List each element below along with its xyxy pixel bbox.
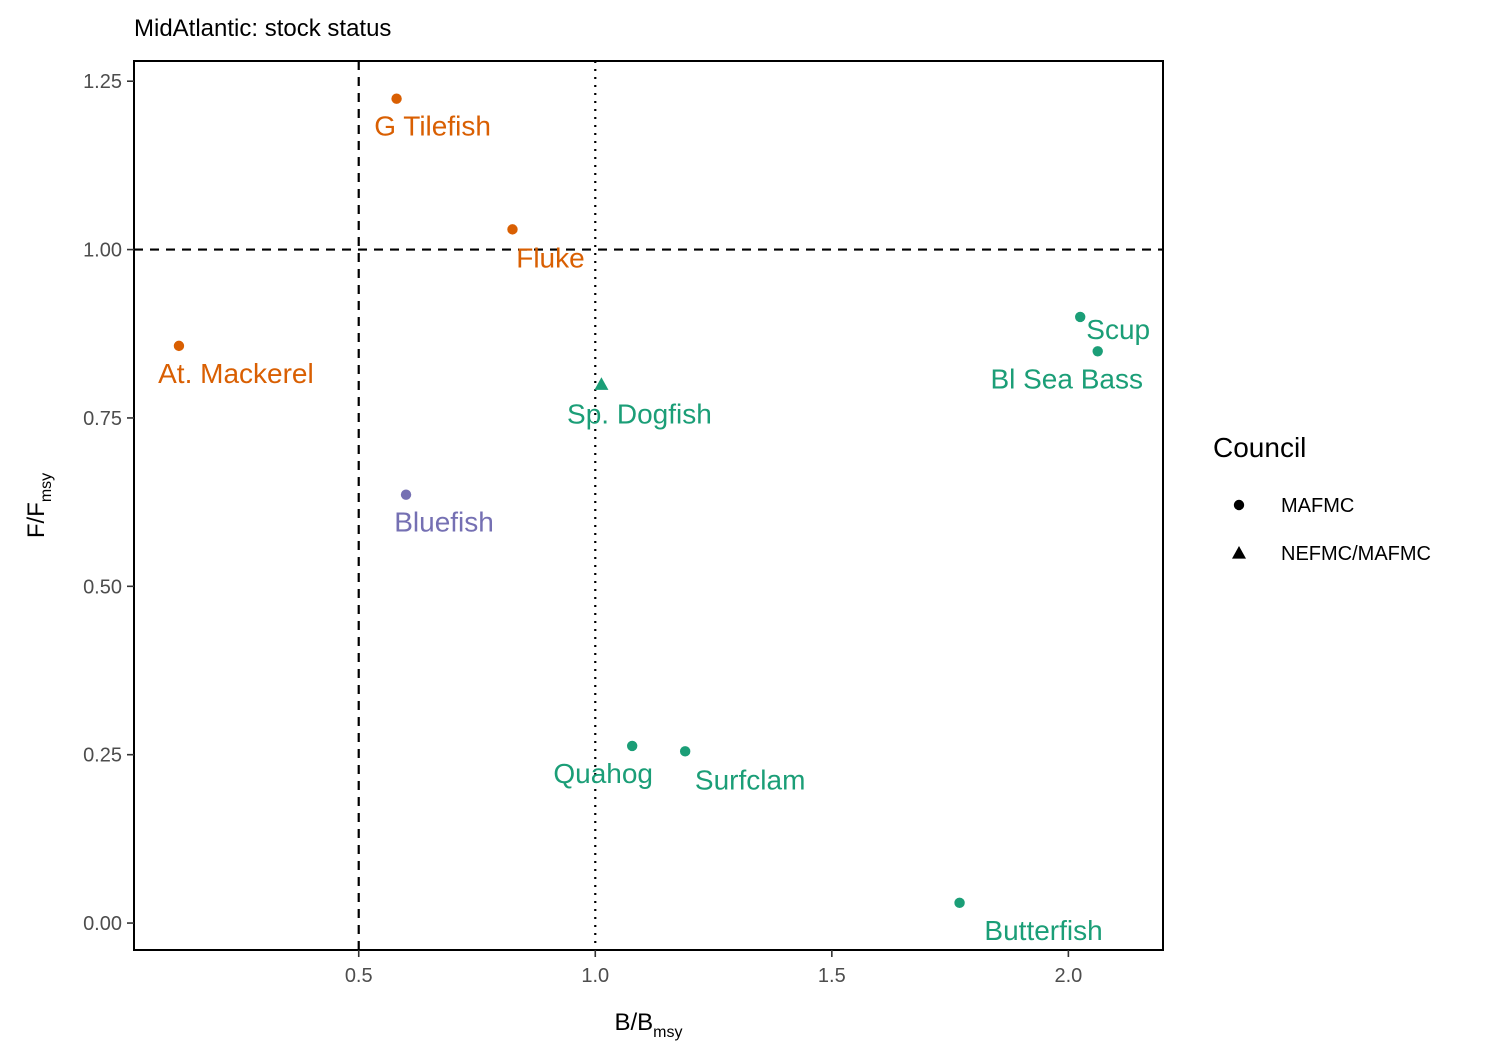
point-label-scup: Scup xyxy=(1086,314,1150,345)
x-tick-label: 0.5 xyxy=(345,965,373,987)
chart-title: MidAtlantic: stock status xyxy=(134,15,391,42)
y-axis-title: F/Fmsy xyxy=(23,473,55,538)
point-bluefish xyxy=(400,489,412,500)
point-quahog xyxy=(626,740,638,752)
y-axis: 0.00 0.25 0.50 0.75 1.00 1.25 xyxy=(83,71,134,935)
point-label-surfclam: Surfclam xyxy=(695,764,805,795)
point-label-bl-sea-bass: Bl Sea Bass xyxy=(990,363,1143,394)
point-label-sp-dogfish: Sp. Dogfish xyxy=(567,398,712,429)
point-surfclam xyxy=(679,746,691,757)
reference-lines xyxy=(134,61,1163,950)
legend: Council MAFMC NEFMC/MAFMC xyxy=(1213,432,1431,565)
point-label-bluefish: Bluefish xyxy=(394,507,494,538)
y-tick-label: 0.50 xyxy=(83,576,122,598)
point-g-tilefish xyxy=(391,93,402,104)
point-fluke xyxy=(507,224,518,235)
data-points xyxy=(173,93,1103,909)
x-axis-title: B/Bmsy xyxy=(614,1009,682,1041)
x-axis-title-main: B/B xyxy=(614,1009,653,1036)
point-bl-sea-bass xyxy=(1092,346,1103,357)
y-tick-label: 0.00 xyxy=(83,913,122,935)
x-axis-title-sub: msy xyxy=(653,1024,682,1041)
y-tick-label: 1.00 xyxy=(83,240,122,262)
plot-area: G Tilefish Fluke At. Mackerel Bluefish Sp. D… xyxy=(133,60,1164,951)
point-label-butterfish: Butterfish xyxy=(984,915,1102,946)
x-tick-label: 1.0 xyxy=(581,965,609,987)
x-axis: 0.5 1.0 1.5 2.0 xyxy=(345,950,1082,987)
legend-key-circle xyxy=(1233,499,1245,511)
point-label-fluke: Fluke xyxy=(516,242,584,273)
y-tick-label: 0.25 xyxy=(83,745,122,767)
point-butterfish xyxy=(954,897,965,909)
y-axis-title-sub: msy xyxy=(38,473,55,502)
y-axis-title-main: F/F xyxy=(23,502,50,538)
y-tick-label: 1.25 xyxy=(83,71,122,93)
point-sp-dogfish xyxy=(594,377,609,390)
legend-entries: MAFMC NEFMC/MAFMC xyxy=(1232,495,1431,565)
point-label-g-tilefish: G Tilefish xyxy=(374,111,491,142)
x-tick-label: 2.0 xyxy=(1054,965,1082,987)
legend-label: MAFMC xyxy=(1281,495,1354,517)
point-label-quahog: Quahog xyxy=(553,758,653,789)
y-tick-label: 0.75 xyxy=(83,408,122,430)
x-tick-label: 1.5 xyxy=(818,965,846,987)
legend-label: NEFMC/MAFMC xyxy=(1281,543,1431,565)
legend-key-triangle xyxy=(1232,546,1246,559)
plot-panel xyxy=(133,60,1164,951)
point-label-at-mackerel: At. Mackerel xyxy=(158,358,314,389)
legend-title: Council xyxy=(1213,432,1306,463)
point-at-mackerel xyxy=(173,340,185,352)
point-labels: G Tilefish Fluke At. Mackerel Bluefish Sp. D… xyxy=(158,111,1150,946)
point-scup xyxy=(1075,311,1086,323)
